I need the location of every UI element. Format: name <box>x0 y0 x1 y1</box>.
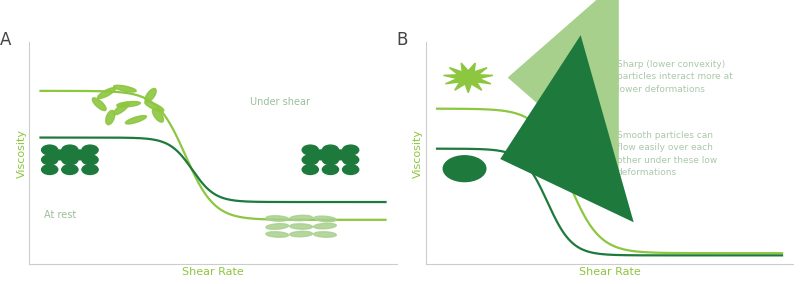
Circle shape <box>322 165 338 174</box>
Circle shape <box>443 156 486 181</box>
Circle shape <box>342 145 358 155</box>
Text: A: A <box>0 31 11 49</box>
Ellipse shape <box>290 231 313 237</box>
Circle shape <box>42 145 58 155</box>
Text: Sharp (lower convexity)
particles interact more at
lower deformations: Sharp (lower convexity) particles intera… <box>617 60 733 94</box>
Circle shape <box>82 155 98 165</box>
Circle shape <box>62 155 78 165</box>
Circle shape <box>42 165 58 174</box>
Text: Under shear: Under shear <box>250 97 310 107</box>
Ellipse shape <box>266 232 289 237</box>
Ellipse shape <box>266 216 289 221</box>
X-axis label: Shear Rate: Shear Rate <box>578 267 641 277</box>
Ellipse shape <box>145 89 156 102</box>
Ellipse shape <box>290 215 313 221</box>
X-axis label: Shear Rate: Shear Rate <box>182 267 244 277</box>
Circle shape <box>302 145 318 155</box>
Ellipse shape <box>114 85 136 92</box>
Circle shape <box>322 145 338 155</box>
Circle shape <box>342 165 358 174</box>
Ellipse shape <box>152 108 163 122</box>
Circle shape <box>302 165 318 174</box>
Ellipse shape <box>145 101 164 111</box>
Ellipse shape <box>114 103 129 115</box>
Circle shape <box>82 145 98 155</box>
Ellipse shape <box>92 98 106 110</box>
Circle shape <box>82 165 98 174</box>
Circle shape <box>322 155 338 165</box>
Text: B: B <box>397 31 408 49</box>
Y-axis label: Viscosity: Viscosity <box>17 129 26 178</box>
Polygon shape <box>443 63 493 93</box>
Text: Smooth particles can
flow easily over each
other under these low
deformations: Smooth particles can flow easily over ea… <box>617 131 717 178</box>
Y-axis label: Viscosity: Viscosity <box>414 129 423 178</box>
Circle shape <box>52 150 68 160</box>
Ellipse shape <box>117 101 140 107</box>
Circle shape <box>42 155 58 165</box>
Circle shape <box>62 145 78 155</box>
Ellipse shape <box>98 88 115 99</box>
Ellipse shape <box>314 223 336 229</box>
Circle shape <box>302 155 318 165</box>
Ellipse shape <box>290 224 313 229</box>
Ellipse shape <box>314 216 336 222</box>
Ellipse shape <box>126 116 146 124</box>
Circle shape <box>313 150 329 160</box>
Circle shape <box>342 155 358 165</box>
Circle shape <box>72 150 88 160</box>
Circle shape <box>332 150 349 160</box>
Circle shape <box>62 165 78 174</box>
Ellipse shape <box>106 110 114 125</box>
Ellipse shape <box>266 224 289 229</box>
Text: At rest: At rest <box>44 210 77 220</box>
Ellipse shape <box>314 232 336 237</box>
